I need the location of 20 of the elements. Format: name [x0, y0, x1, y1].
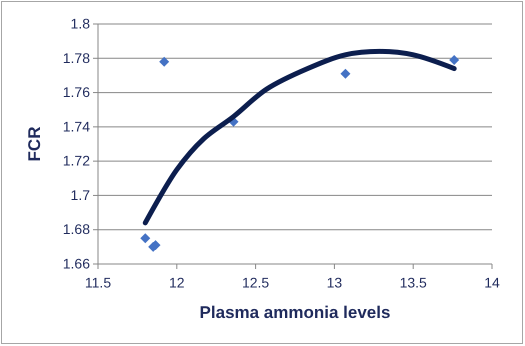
y-tick-label: 1.8	[70, 15, 90, 32]
y-tick-label: 1.68	[62, 221, 90, 238]
x-axis-title: Plasma ammonia levels	[200, 303, 390, 322]
x-tick-label: 13	[326, 274, 342, 290]
point	[449, 55, 460, 65]
y-tick-label: 1.7	[70, 186, 90, 203]
point	[340, 68, 350, 79]
x-tick-label: 12	[169, 274, 185, 290]
x-tick-label: 14	[484, 274, 500, 290]
x-tick-label: 12.5	[242, 274, 270, 290]
y-tick-label: 1.72	[62, 152, 90, 169]
y-axis-title: FCR	[25, 126, 44, 162]
point	[159, 56, 170, 67]
x-tick-label: 11.5	[84, 274, 112, 290]
y-tick-label: 1.74	[62, 118, 90, 134]
y-tick-label: 1.76	[62, 84, 90, 100]
y-tick-label: 1.78	[62, 50, 90, 66]
point	[140, 233, 150, 244]
x-tick-label: 13.5	[400, 274, 428, 290]
y-tick-label: 1.66	[62, 255, 90, 272]
